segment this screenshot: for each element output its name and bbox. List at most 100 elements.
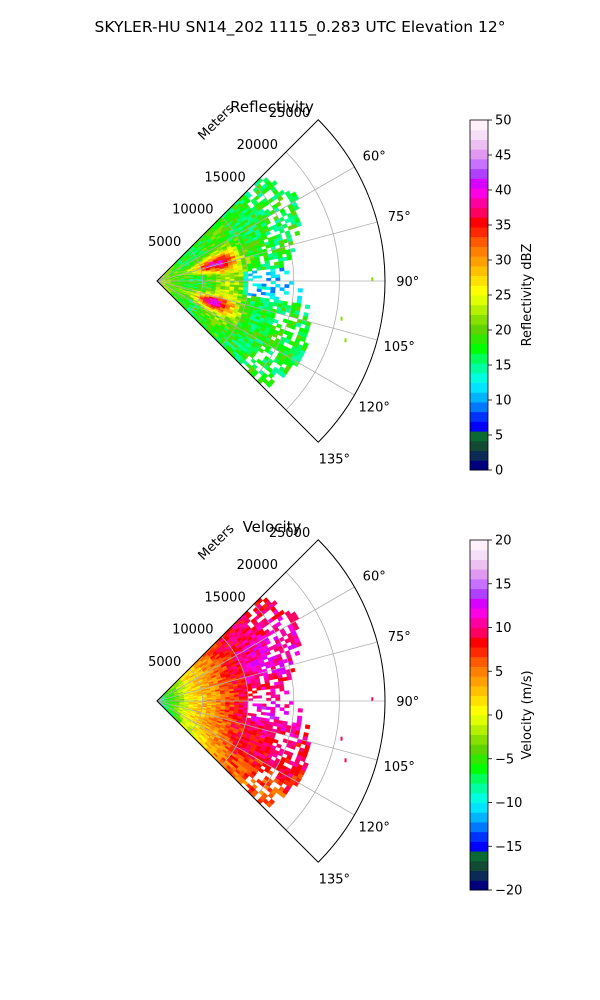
radar-cell xyxy=(260,711,267,716)
radar-cell xyxy=(252,283,258,287)
radar-cell xyxy=(282,256,288,262)
colorbar-swatch xyxy=(470,646,488,658)
colorbar-swatch xyxy=(470,724,488,735)
colorbar-swatch xyxy=(470,421,488,432)
colorbar-tick-label: 5 xyxy=(495,665,503,680)
radar-cell xyxy=(260,266,267,271)
colorbar-swatch xyxy=(470,540,488,551)
radar-cell xyxy=(272,318,279,324)
colorbar-swatch xyxy=(470,676,488,687)
colorbar-tick-label: 20 xyxy=(495,324,512,339)
colorbar-swatch xyxy=(470,851,488,862)
polar-grid xyxy=(156,119,386,443)
grid-spoke xyxy=(156,586,355,702)
grid-spoke xyxy=(156,700,355,816)
colorbar-swatch xyxy=(470,812,488,823)
radar-speck xyxy=(340,736,343,741)
radar-cell xyxy=(256,267,262,271)
radial-tick-label: 20000 xyxy=(237,138,278,153)
colorbar-swatch xyxy=(470,715,488,726)
colorbar-swatch xyxy=(470,637,488,648)
radar-cell xyxy=(265,265,271,270)
radar-cell xyxy=(234,694,240,698)
grid-spoke xyxy=(156,700,378,761)
colorbar-swatch xyxy=(470,401,488,413)
colorbar-swatch xyxy=(470,207,488,218)
radar-cell xyxy=(271,180,278,187)
radar-cell xyxy=(234,276,240,280)
colorbar-swatch xyxy=(470,773,488,784)
radar-cell xyxy=(216,697,221,700)
grid-spoke xyxy=(156,641,378,702)
radar-speck xyxy=(344,338,347,343)
colorbar-label: Velocity (m/s) xyxy=(520,670,535,759)
colorbar-swatch xyxy=(470,129,488,140)
colorbar-swatch xyxy=(470,860,488,872)
radar-cell xyxy=(260,291,267,296)
colorbar-swatch xyxy=(470,880,488,891)
radar-cell xyxy=(265,712,271,717)
angle-tick-label: 90° xyxy=(396,695,419,710)
radar-cell xyxy=(216,277,221,280)
radial-tick-label: 25000 xyxy=(269,106,310,121)
angle-tick-label: 60° xyxy=(363,570,386,585)
colorbar-swatch xyxy=(470,295,488,306)
radar-cell xyxy=(234,274,240,278)
radar-cell xyxy=(234,696,240,700)
radar-speck xyxy=(295,360,298,365)
radial-tick-label: 20000 xyxy=(237,558,278,573)
colorbar-swatch xyxy=(470,734,488,745)
colorbar-tick-label: 40 xyxy=(495,184,512,199)
colorbar-swatch xyxy=(470,588,488,599)
radar-speck xyxy=(295,780,298,785)
radar-cell xyxy=(277,195,284,202)
radar-cell xyxy=(258,347,265,354)
colorbar-swatch xyxy=(470,578,488,590)
radar-cell xyxy=(256,288,262,293)
radial-tick-label: 15000 xyxy=(204,170,245,185)
radar-cell xyxy=(276,323,282,329)
radar-cell xyxy=(275,283,281,288)
radar-cell xyxy=(238,276,244,280)
colorbar-swatch xyxy=(470,197,488,208)
radar-cell xyxy=(247,693,253,697)
colorbar-swatch xyxy=(470,226,488,238)
radar-cell xyxy=(265,801,273,808)
sector-frame xyxy=(156,539,386,863)
colorbar-tick-label: −15 xyxy=(495,840,522,855)
radar-cell xyxy=(225,697,231,700)
radar-cell xyxy=(264,219,271,226)
colorbar-swatch xyxy=(470,343,488,354)
radar-cell xyxy=(284,270,290,275)
radar-cell xyxy=(275,621,282,628)
colorbar-swatch xyxy=(470,178,488,189)
velocity-panel: 60° 75° 90° 105° 120° 135° 5000 10000 15000 20000… xyxy=(148,518,535,899)
radar-cell xyxy=(220,697,226,700)
radial-tick-label: 25000 xyxy=(269,526,310,541)
radar-cell xyxy=(258,767,265,774)
colorbar-swatch xyxy=(470,685,488,697)
radial-tick-label: 5000 xyxy=(148,655,181,670)
radar-cell xyxy=(243,693,249,697)
radar-cell xyxy=(278,264,285,269)
colorbar-tick-label: 5 xyxy=(495,429,503,444)
radar-cell xyxy=(220,277,226,280)
colorbar-swatch xyxy=(470,333,488,345)
colorbar-swatch xyxy=(470,695,488,706)
radar-cell xyxy=(270,280,276,285)
colorbar-swatch xyxy=(470,246,488,257)
grid-spoke xyxy=(156,221,378,282)
radar-cell xyxy=(275,694,281,699)
radar-cell xyxy=(270,688,276,693)
colorbar-swatch xyxy=(470,149,488,160)
colorbar-tick-label: 15 xyxy=(495,577,512,592)
colorbar-tick-label: −5 xyxy=(495,752,514,767)
radar-cell xyxy=(257,283,262,287)
radial-tick-label: 10000 xyxy=(172,623,213,638)
colorbar-swatch xyxy=(470,841,488,852)
colorbar-swatch xyxy=(470,783,488,794)
radar-cell xyxy=(290,324,296,330)
radar-cell xyxy=(304,304,311,310)
radar-cell xyxy=(279,267,285,272)
colorbar: −20 −15 −10 −5 0 5 10 15 20 Velocity (m/s) xyxy=(469,534,535,899)
